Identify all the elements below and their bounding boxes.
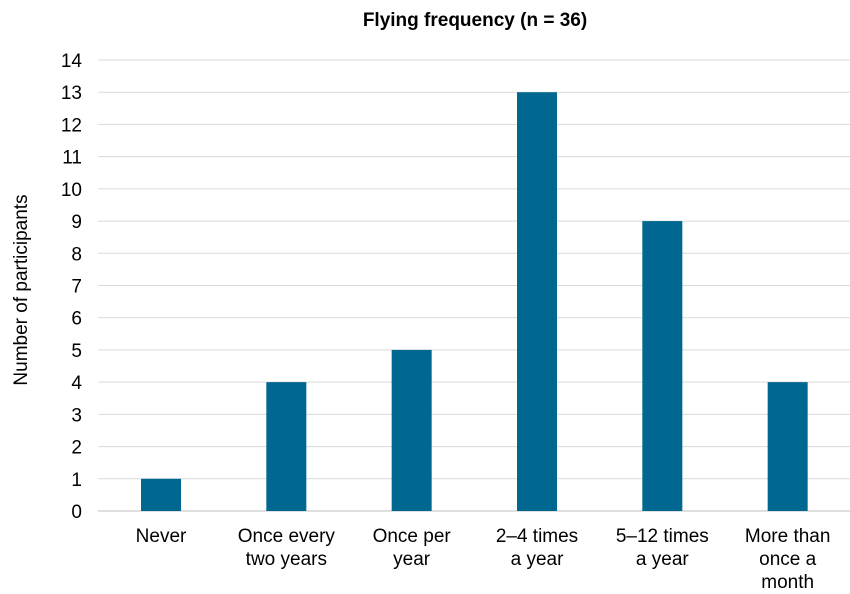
bars (141, 92, 808, 512)
y-tick-label: 14 (61, 51, 83, 72)
y-tick-label: 8 (71, 244, 82, 265)
x-tick-label: Once per (373, 526, 452, 547)
x-tick-label: once a (759, 549, 816, 570)
bar (642, 221, 683, 512)
y-tick-label: 6 (71, 309, 82, 330)
y-tick-label: 4 (71, 373, 82, 394)
gridlines (98, 59, 850, 512)
bar (767, 382, 808, 511)
y-tick-label: 0 (71, 502, 82, 523)
y-tick-label: 2 (71, 438, 82, 459)
y-tick-label: 11 (62, 148, 82, 169)
x-tick-label: 2–4 times (496, 526, 578, 547)
bar (391, 349, 432, 511)
x-tick-label: a year (511, 549, 564, 570)
y-tick-label: 10 (61, 180, 82, 201)
bar (266, 382, 307, 511)
x-tick-label: More than (745, 526, 831, 547)
y-tick-label: 3 (71, 405, 82, 426)
chart-title: Flying frequency (n = 36) (362, 10, 588, 31)
y-tick-label: 1 (71, 470, 82, 491)
bar (517, 92, 557, 511)
y-tick-label: 5 (71, 341, 82, 362)
x-tick-label: year (393, 549, 431, 570)
y-tick-label: 12 (61, 115, 82, 136)
bar (141, 478, 181, 511)
y-tick-label: 13 (61, 83, 82, 104)
y-tick-label: 9 (71, 212, 82, 233)
x-tick-label: 5–12 times (616, 526, 709, 547)
x-tick-label: a year (636, 549, 689, 570)
x-tick-label: two years (246, 549, 327, 570)
x-tick-label: Once every (238, 526, 336, 547)
x-tick-label: month (761, 572, 814, 593)
y-tick-label: 7 (71, 277, 82, 298)
x-tick-label: Never (136, 526, 187, 547)
